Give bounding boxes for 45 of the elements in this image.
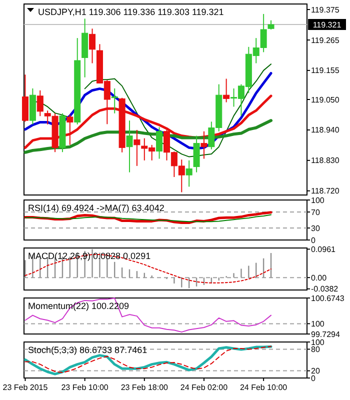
- y-tick-label: -0.0382: [311, 284, 339, 294]
- candlestick: [126, 120, 133, 173]
- y-tick-label: 119.050: [311, 95, 340, 104]
- candlestick: [111, 88, 118, 114]
- y-tick-label: 118.720: [311, 186, 340, 196]
- line-series: [24, 298, 272, 333]
- x-tick-label: 23 Feb 2015: [2, 383, 48, 392]
- candlestick: [156, 126, 163, 160]
- x-tick-label: 23 Feb 18:00: [120, 383, 169, 392]
- y-tick-label: 118.940: [311, 126, 340, 135]
- y-tick-label: 118.830: [311, 156, 340, 166]
- y-tick-label: 0: [311, 374, 316, 383]
- candlestick: [36, 90, 44, 117]
- y-tick-label: 0.0961: [311, 244, 336, 254]
- y-tick-label: 119.265: [311, 36, 340, 45]
- y-tick-label: 100: [311, 338, 325, 347]
- y-tick-label: 119.375: [311, 5, 340, 14]
- candlestick: [134, 129, 140, 166]
- ref-line-label: 119.321: [312, 20, 342, 30]
- candlestick: [223, 78, 230, 103]
- y-tick-label: 100.6743: [311, 294, 345, 303]
- y-tick-label: 20: [311, 366, 320, 376]
- y-tick-label: 100: [311, 319, 325, 328]
- y-tick-label: 30: [311, 224, 320, 233]
- y-tick-label: 119.155: [311, 66, 340, 76]
- candlestick: [186, 160, 192, 188]
- x-tick-label: 24 Feb 10:00: [240, 383, 288, 392]
- chart-title: USDJPY,H1 119.306 119.336 119.303 119.321: [38, 7, 224, 17]
- candlestick: [22, 74, 28, 122]
- y-tick-label: 100: [311, 196, 325, 205]
- y-tick-label: 80: [311, 345, 320, 354]
- chart-title: RSI(14) 69.4924 ->MA(7) 63.4042: [28, 203, 164, 213]
- line-series: [24, 214, 272, 222]
- candlestick: [193, 135, 200, 173]
- y-tick-label: 0.00: [311, 273, 328, 282]
- y-tick-label: 0: [311, 236, 316, 245]
- y-tick-label: 70: [311, 208, 320, 217]
- y-tick-label: 99.7294: [311, 330, 340, 339]
- line-series: [24, 254, 272, 284]
- candlestick: [66, 114, 74, 146]
- candlestick: [268, 20, 274, 30]
- x-tick-label: 24 Feb 02:00: [180, 383, 228, 392]
- candlestick: [89, 28, 96, 64]
- chart-title: Stoch(5,3,3) 86.6733 87.7461: [28, 345, 148, 355]
- x-tick-label: 23 Feb 10:00: [61, 383, 109, 392]
